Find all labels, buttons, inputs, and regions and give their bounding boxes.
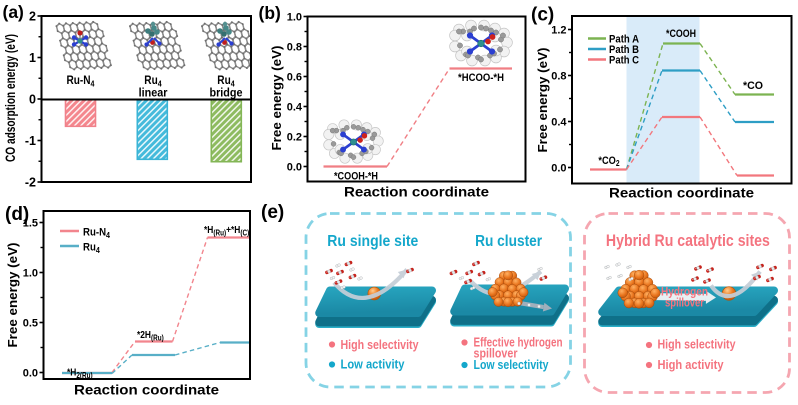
- svg-text:2: 2: [29, 10, 36, 24]
- svg-text:0.4: 0.4: [551, 116, 567, 128]
- svg-text:*CO: *CO: [743, 80, 763, 92]
- svg-text:(e): (e): [261, 202, 284, 223]
- svg-text:1.0: 1.0: [287, 11, 302, 23]
- svg-text:(b): (b): [259, 3, 281, 23]
- svg-text:Low selectivity: Low selectivity: [474, 358, 549, 372]
- svg-text:1: 1: [29, 51, 36, 65]
- svg-text:1.0: 1.0: [23, 267, 38, 279]
- svg-text:-1: -1: [25, 134, 36, 148]
- svg-text:Effective hydrogen: Effective hydrogen: [474, 336, 563, 350]
- svg-text:spillover: spillover: [665, 296, 704, 310]
- svg-text:0.2: 0.2: [287, 131, 302, 143]
- svg-text:Free energy (eV): Free energy (eV): [535, 48, 550, 153]
- svg-text:0.4: 0.4: [287, 101, 303, 113]
- svg-text:1.5: 1.5: [23, 217, 38, 229]
- svg-text:(d): (d): [5, 204, 29, 225]
- svg-text:*CO2: *CO2: [598, 155, 619, 168]
- svg-text:Hydrogen: Hydrogen: [661, 285, 708, 299]
- svg-text:*H(Ru)+*H(C): *H(Ru)+*H(C): [204, 224, 250, 238]
- svg-text:0: 0: [29, 93, 36, 107]
- svg-text:Ru-N4: Ru-N4: [66, 74, 95, 88]
- svg-text:0.8: 0.8: [551, 70, 566, 82]
- svg-text:Path B: Path B: [609, 44, 639, 56]
- svg-text:bridge: bridge: [210, 87, 243, 100]
- svg-text:*2H(Ru): *2H(Ru): [137, 329, 164, 343]
- svg-text:*COOH: *COOH: [666, 28, 696, 40]
- svg-text:Hybrid Ru catalytic sites: Hybrid Ru catalytic sites: [606, 232, 770, 250]
- svg-text:Free energy (eV): Free energy (eV): [5, 243, 20, 348]
- svg-text:Reaction coordinate: Reaction coordinate: [344, 184, 489, 200]
- svg-text:Reaction coordinate: Reaction coordinate: [74, 382, 219, 398]
- svg-text:0.0: 0.0: [23, 367, 38, 379]
- svg-text:High selectivity: High selectivity: [658, 338, 736, 352]
- svg-text:spillover: spillover: [474, 347, 518, 361]
- svg-text:0.0: 0.0: [551, 162, 566, 174]
- svg-text:Ru cluster: Ru cluster: [475, 233, 542, 250]
- svg-text:*COOH-*H: *COOH-*H: [334, 171, 378, 183]
- svg-text:-2: -2: [25, 176, 36, 190]
- svg-text:CO adsorption energy (eV): CO adsorption energy (eV): [3, 34, 18, 162]
- svg-text:High activity: High activity: [658, 358, 724, 372]
- svg-text:0.5: 0.5: [23, 317, 38, 329]
- svg-text:Path A: Path A: [609, 33, 639, 45]
- svg-text:0.0: 0.0: [287, 161, 302, 173]
- svg-text:Reaction coordinate: Reaction coordinate: [609, 185, 754, 201]
- svg-text:(a): (a): [3, 2, 24, 22]
- svg-text:Free energy (eV): Free energy (eV): [269, 46, 284, 151]
- svg-text:*HCOO-*H: *HCOO-*H: [458, 72, 504, 84]
- svg-text:Path C: Path C: [609, 54, 639, 66]
- svg-text:*H2(Ru): *H2(Ru): [67, 367, 93, 381]
- svg-text:Ru single site: Ru single site: [327, 233, 418, 250]
- svg-text:linear: linear: [139, 87, 168, 100]
- svg-text:1.2: 1.2: [551, 24, 566, 36]
- svg-text:High selectivity: High selectivity: [341, 338, 419, 352]
- svg-text:Ru-N4: Ru-N4: [83, 226, 111, 240]
- svg-text:0.8: 0.8: [287, 41, 302, 53]
- svg-text:0.6: 0.6: [287, 71, 302, 83]
- svg-text:Low activity: Low activity: [341, 358, 405, 372]
- svg-text:(c): (c): [531, 5, 554, 26]
